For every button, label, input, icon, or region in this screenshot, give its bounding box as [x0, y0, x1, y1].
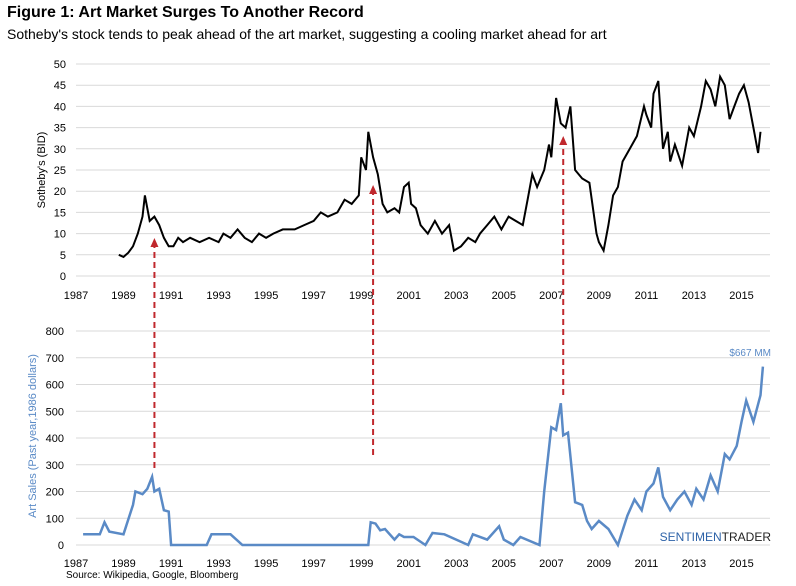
chart-subtitle: Sotheby's stock tends to peak ahead of t…: [7, 26, 607, 42]
bottom-grid: [76, 330, 770, 546]
brand-part1: SENTIMEN: [660, 530, 722, 544]
top-y-tick-label: 5: [60, 250, 66, 262]
top-y-tick-label: 0: [60, 271, 66, 283]
top-x-tick-label: 2009: [587, 290, 611, 302]
chart-title: Figure 1: Art Market Surges To Another R…: [7, 4, 364, 21]
bottom-y-tick-label: 500: [46, 406, 64, 418]
bottom-x-tick-label: 1995: [254, 558, 278, 570]
top-x-tick-label: 1989: [111, 290, 135, 302]
bottom-x-tick-label: 2009: [587, 558, 611, 570]
peak-arrow-head: [150, 238, 159, 247]
top-x-tick-label: 2005: [492, 290, 516, 302]
bottom-y-tick-label: 300: [46, 460, 64, 472]
top-y-tick-label: 35: [54, 123, 66, 135]
latest-value-annotation: $667 MM: [729, 348, 771, 359]
bottom-x-tick-label: 2013: [682, 558, 706, 570]
peak-arrow-head: [559, 136, 568, 145]
top-x-tick-label: 1999: [349, 290, 373, 302]
top-y-tick-label: 30: [54, 144, 66, 156]
bottom-y-tick-label: 0: [58, 540, 64, 552]
top-x-tick-label: 2001: [396, 290, 420, 302]
bottom-y-tick-label: 600: [46, 380, 64, 392]
top-x-tick-label: 2003: [444, 290, 468, 302]
top-y-tick-label: 10: [54, 229, 66, 241]
bottom-x-tick-label: 1999: [349, 558, 373, 570]
top-y-tick-label: 40: [54, 101, 66, 113]
sothebys-series-line: [118, 73, 762, 259]
bottom-y-tick-label: 800: [46, 326, 64, 338]
top-y-tick-label: 25: [54, 165, 66, 177]
top-y-axis-label: Sotheby's (BID): [36, 132, 48, 209]
brand-part2: TRADER: [722, 530, 772, 544]
top-x-tick-label: 1987: [64, 290, 88, 302]
art-sales-series-line: [83, 366, 765, 549]
bottom-x-tick-label: 2001: [396, 558, 420, 570]
bottom-y-axis-label: Art Sales (Past year,1986 dollars): [27, 354, 39, 518]
peak-arrows: [150, 136, 568, 468]
bottom-y-tick-label: 700: [46, 353, 64, 365]
top-grid: [76, 63, 770, 277]
top-x-tick-label: 1993: [206, 290, 230, 302]
top-x-tick-label: 2015: [729, 290, 753, 302]
bottom-y-tick-label: 400: [46, 433, 64, 445]
top-x-tick-label: 1995: [254, 290, 278, 302]
bottom-x-tick-label: 2003: [444, 558, 468, 570]
bottom-x-tick-label: 1993: [206, 558, 230, 570]
bottom-x-tick-label: 2007: [539, 558, 563, 570]
top-x-tick-label: 2013: [682, 290, 706, 302]
bottom-x-tick-label: 2005: [492, 558, 516, 570]
peak-arrow-head: [369, 185, 378, 194]
bottom-x-tick-label: 1987: [64, 558, 88, 570]
top-y-tick-label: 45: [54, 80, 66, 92]
bottom-x-tick-label: 2011: [635, 558, 659, 570]
top-x-tick-label: 1991: [159, 290, 183, 302]
top-x-tick-label: 2011: [635, 290, 659, 302]
bottom-y-tick-label: 100: [46, 513, 64, 525]
top-x-tick-label: 1997: [301, 290, 325, 302]
bottom-x-tick-label: 1997: [301, 558, 325, 570]
bottom-y-tick-label: 200: [46, 487, 64, 499]
top-ticks: 0 5 10 15 20 25 30 35 40 45 50 1987 1989 1991 1993 1995…: [54, 59, 754, 302]
brand-logo: SENTIMENTRADER: [660, 530, 772, 544]
source-note: Source: Wikipedia, Google, Bloomberg: [66, 570, 239, 581]
bottom-ticks: 0 100 200 300 400 500 600 700 800 1987 1989 1991 199…: [46, 326, 754, 570]
bottom-x-tick-label: 1991: [159, 558, 183, 570]
top-y-tick-label: 20: [54, 186, 66, 198]
top-y-tick-label: 50: [54, 59, 66, 71]
top-x-tick-label: 2007: [539, 290, 563, 302]
bottom-x-tick-label: 2015: [729, 558, 753, 570]
top-y-tick-label: 15: [54, 207, 66, 219]
bottom-x-tick-label: 1989: [111, 558, 135, 570]
